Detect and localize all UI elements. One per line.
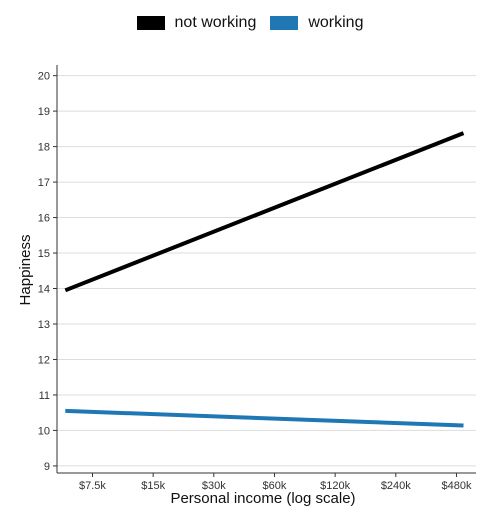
x-tick-label: $15k <box>141 480 165 492</box>
y-tick-label: 16 <box>38 213 50 225</box>
x-tick-label: $480k <box>441 480 471 492</box>
y-tick-label: 19 <box>38 106 50 118</box>
x-tick-label: $7.5k <box>79 480 106 492</box>
legend-item-not-working: not working <box>136 14 257 32</box>
y-tick-label: 9 <box>44 461 50 473</box>
y-tick-label: 13 <box>38 319 50 331</box>
y-axis-title: Happiness <box>17 235 34 306</box>
x-tick-label: $240k <box>381 480 411 492</box>
x-axis-title: Personal income (log scale) <box>170 490 355 507</box>
legend-swatch-working <box>270 16 299 30</box>
y-tick-label: 20 <box>38 71 50 83</box>
y-tick-label: 12 <box>38 354 50 366</box>
y-tick-label: 14 <box>38 284 50 296</box>
y-tick-label: 11 <box>39 390 50 402</box>
legend: not working working <box>0 14 500 32</box>
tick-labels: 9 10 11 12 13 14 15 16 17 18 19 20 $7.5k $15k $30k $60k… <box>38 71 472 492</box>
x-tick-label: $60k <box>263 480 287 492</box>
gridlines <box>57 75 476 467</box>
y-tick-label: 15 <box>38 248 50 260</box>
x-tick-label: $120k <box>320 480 350 492</box>
legend-label-working: working <box>308 14 364 31</box>
y-tick-label: 18 <box>38 142 50 154</box>
legend-label-not-working: not working <box>174 14 257 31</box>
legend-swatch-not-working <box>136 16 165 30</box>
legend-item-working: working <box>270 14 363 32</box>
series-line-not-working <box>64 131 465 293</box>
axes <box>53 65 476 477</box>
series-lines <box>64 131 465 428</box>
x-tick-label: $30k <box>202 480 226 492</box>
series-line-working <box>65 408 464 428</box>
y-tick-label: 17 <box>38 177 50 189</box>
y-tick-label: 10 <box>38 425 50 437</box>
